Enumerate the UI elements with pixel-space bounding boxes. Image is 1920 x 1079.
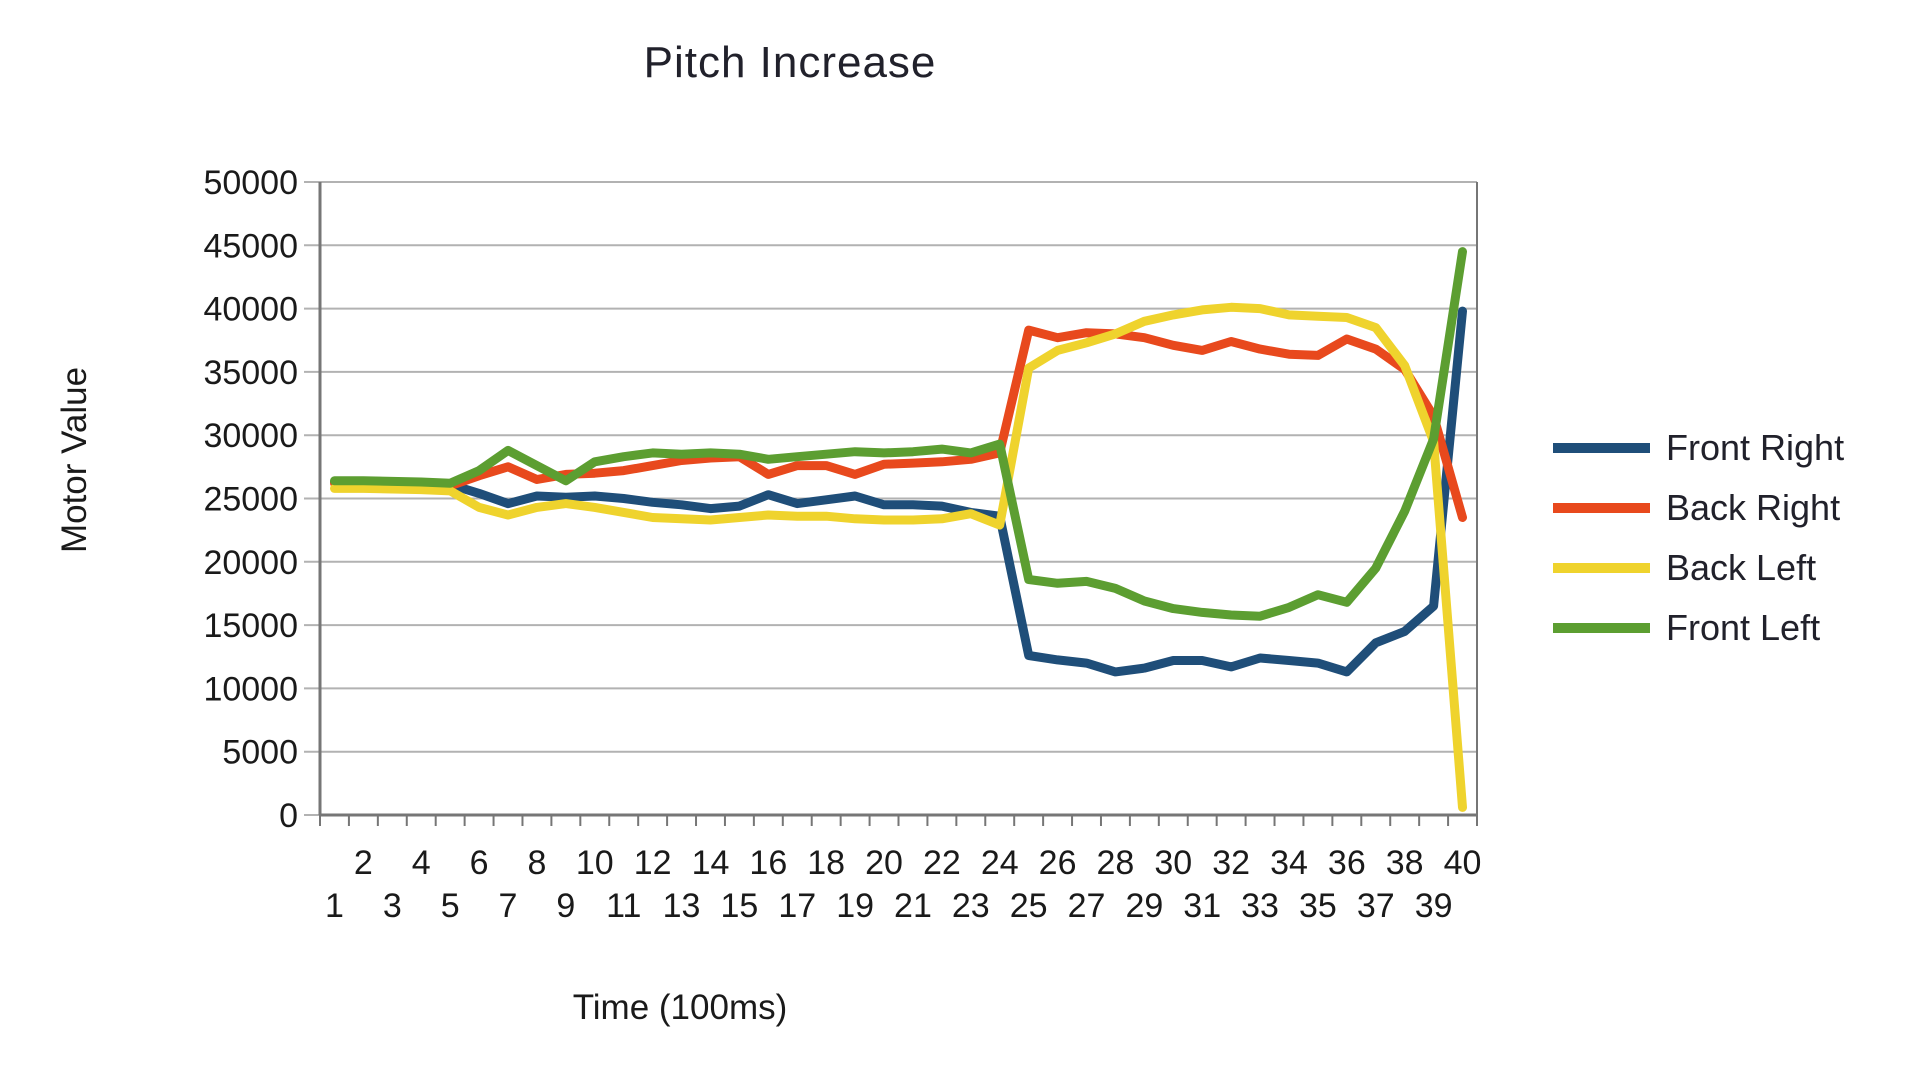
y-tick-label: 5000: [222, 734, 298, 772]
x-tick-label: 14: [692, 844, 730, 882]
x-tick-label: 2: [354, 844, 373, 882]
series-line-back-left: [330, 302, 1467, 812]
x-tick-label: 15: [720, 887, 758, 925]
x-tick-label: 39: [1415, 887, 1453, 925]
x-tick-label: 13: [663, 887, 701, 925]
legend-item-front-left: Front Left: [1553, 598, 1844, 658]
x-tick-label: 30: [1154, 844, 1192, 882]
x-tick-label: 34: [1270, 844, 1308, 882]
x-tick-label: 5: [441, 887, 460, 925]
x-tick-label: 23: [952, 887, 990, 925]
x-tick-label: 21: [894, 887, 932, 925]
x-tick-label: 24: [981, 844, 1019, 882]
legend-color-line: [1553, 563, 1650, 573]
x-tick-label: 32: [1212, 844, 1250, 882]
y-tick-label: 25000: [203, 481, 298, 519]
y-tick-label: 40000: [203, 291, 298, 329]
series-line-back-right: [330, 325, 1467, 522]
x-tick-label: 7: [499, 887, 518, 925]
legend-item-back-left: Back Left: [1553, 538, 1844, 598]
x-tick-label: 40: [1444, 844, 1482, 882]
x-tick-label: 6: [470, 844, 489, 882]
y-tick-label: 30000: [203, 417, 298, 455]
legend-label: Front Right: [1666, 427, 1845, 468]
x-tick-label: 37: [1357, 887, 1395, 925]
x-tick-label: 11: [606, 887, 641, 925]
y-tick-label: 35000: [203, 354, 298, 392]
x-tick-label: 4: [412, 844, 431, 882]
legend-item-back-right: Back Right: [1553, 478, 1844, 538]
x-tick-label: 35: [1299, 887, 1337, 925]
x-tick-label: 29: [1125, 887, 1163, 925]
x-tick-label: 1: [325, 887, 344, 925]
x-tick-label: 16: [749, 844, 787, 882]
x-tick-label: 18: [807, 844, 845, 882]
x-tick-label: 25: [1010, 887, 1048, 925]
x-tick-label: 31: [1183, 887, 1221, 925]
x-tick-label: 3: [383, 887, 402, 925]
legend-label: Back Right: [1666, 487, 1841, 528]
y-tick-label: 0: [279, 797, 298, 835]
chart-title: Pitch Increase: [643, 38, 937, 87]
x-tick-label: 20: [865, 844, 903, 882]
x-tick-label: 22: [923, 844, 961, 882]
y-tick-label: 10000: [203, 670, 298, 708]
legend-label: Front Left: [1666, 607, 1821, 648]
y-tick-label: 50000: [203, 164, 298, 202]
x-axis-title: Time (100ms): [572, 988, 788, 1027]
y-tick-label: 20000: [203, 544, 298, 582]
legend-color-line: [1553, 503, 1650, 513]
legend-color-line: [1553, 443, 1650, 453]
x-tick-label: 28: [1097, 844, 1135, 882]
x-tick-label: 33: [1241, 887, 1279, 925]
y-tick-label: 45000: [203, 227, 298, 265]
x-tick-label: 27: [1068, 887, 1106, 925]
legend-item-front-right: Front Right: [1553, 418, 1844, 478]
x-tick-label: 26: [1039, 844, 1077, 882]
x-tick-label: 8: [527, 844, 546, 882]
x-tick-label: 19: [836, 887, 874, 925]
series-line-front-right: [330, 306, 1467, 677]
legend: Front Right Back Right Back Left Front Left: [1553, 418, 1844, 658]
series-line-front-left: [330, 247, 1467, 621]
x-tick-label: 10: [576, 844, 614, 882]
x-tick-label: 12: [634, 844, 672, 882]
legend-label: Back Left: [1666, 547, 1817, 588]
x-tick-label: 36: [1328, 844, 1366, 882]
x-tick-label: 17: [778, 887, 816, 925]
y-tick-label: 15000: [203, 607, 298, 645]
x-tick-label: 9: [556, 887, 575, 925]
y-axis-title: Motor Value: [55, 366, 94, 554]
x-tick-label: 38: [1386, 844, 1424, 882]
legend-color-line: [1553, 623, 1650, 633]
